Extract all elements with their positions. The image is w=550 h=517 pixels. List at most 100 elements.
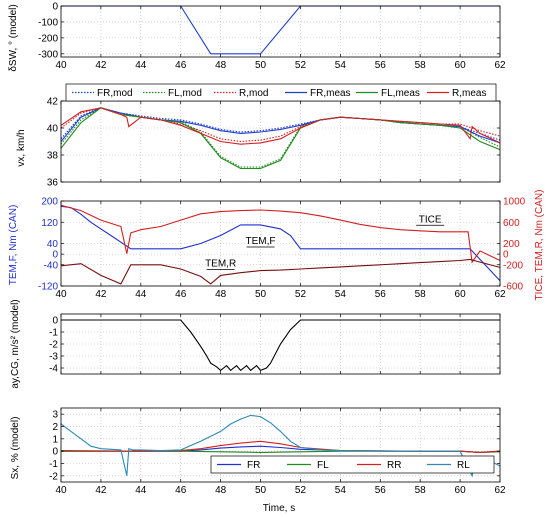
y-tick-label-right: -200 bbox=[503, 260, 523, 271]
y-tick-label: 0 bbox=[52, 316, 58, 327]
x-tick-label: 46 bbox=[175, 289, 187, 300]
x-tick-label: 56 bbox=[375, 485, 387, 496]
x-tick-label: 48 bbox=[215, 289, 227, 300]
panel1-ylabel: δSW, ° (model) bbox=[8, 4, 19, 71]
x-tick-label: 52 bbox=[295, 485, 307, 496]
panel-2: 36 38 40 42 bbox=[47, 97, 501, 189]
y-tick-label: 200 bbox=[41, 197, 58, 208]
plot-area bbox=[61, 6, 500, 57]
x-tick-label: 58 bbox=[415, 485, 427, 496]
legend-slip: FR FL RR RL bbox=[210, 455, 495, 474]
y-tick-label: 3 bbox=[52, 410, 58, 421]
annotation-label: TEM,R bbox=[205, 258, 236, 269]
panel3-ylabel-left: TEM,F, Nm (CAN) bbox=[8, 205, 19, 286]
legend-box bbox=[210, 455, 495, 474]
series-line-rl bbox=[60, 414, 501, 478]
y-tick-label: 36 bbox=[47, 178, 59, 189]
y-tick-label-right: 1000 bbox=[503, 197, 526, 208]
y-tick-label: 38 bbox=[47, 151, 59, 162]
x-tick-label: 50 bbox=[255, 289, 267, 300]
x-tick-label: 50 bbox=[255, 485, 267, 496]
legend-label: FR,mod bbox=[97, 88, 133, 99]
y-tick-label: -100 bbox=[38, 17, 58, 28]
legend-box bbox=[65, 83, 497, 102]
panel5-ylabel: Sx, % (model) bbox=[10, 417, 21, 480]
plot-frame bbox=[60, 407, 501, 483]
x-tick-label: 50 bbox=[255, 60, 267, 71]
y-tick-label: -3 bbox=[49, 352, 58, 363]
legend-label: FR bbox=[247, 460, 260, 471]
y-tick-label: -120 bbox=[38, 282, 58, 293]
x-tick-label: 42 bbox=[95, 60, 107, 71]
legend-label: FR,meas bbox=[310, 88, 351, 99]
y-tick-label: 2 bbox=[52, 422, 58, 433]
legend-label: R,mod bbox=[239, 88, 268, 99]
panel-5: -2-10 123 40 42 44 46 48 50 52 54 56 58 60 62 bbox=[49, 407, 506, 496]
y-tick-label-right: -600 bbox=[503, 282, 523, 293]
x-axis-label: Time, s bbox=[263, 503, 295, 514]
series-line-tice bbox=[60, 204, 501, 264]
y-tick-label: 0 bbox=[52, 250, 58, 261]
y-tick-label: 42 bbox=[47, 97, 59, 108]
y-tick-label: 0 bbox=[52, 2, 58, 13]
x-tick-label: 54 bbox=[335, 485, 347, 496]
y-tick-label: -40 bbox=[44, 260, 59, 271]
legend-label: RR bbox=[387, 460, 401, 471]
x-tick-label: 54 bbox=[335, 289, 347, 300]
x-tick-label: 58 bbox=[415, 60, 427, 71]
x-tick-label: 60 bbox=[455, 485, 467, 496]
panel-4: -4-3-2-10 bbox=[49, 313, 501, 375]
panel2-ylabel: vx, km/h bbox=[16, 129, 27, 166]
x-tick-label: 60 bbox=[455, 60, 467, 71]
y-tick-label: 120 bbox=[41, 218, 58, 229]
x-tick-label: 48 bbox=[215, 60, 227, 71]
y-tick-label-right: 200 bbox=[503, 239, 520, 250]
series-line-r-meas bbox=[60, 107, 501, 145]
x-tick-label: 46 bbox=[175, 485, 187, 496]
series-line-tem-r bbox=[60, 258, 501, 285]
x-tick-label: 62 bbox=[494, 289, 506, 300]
annotation-label: TEM,F bbox=[246, 236, 276, 247]
x-tick-label: 44 bbox=[135, 60, 147, 71]
annotation-label: TICE bbox=[419, 214, 442, 225]
x-tick-label: 52 bbox=[295, 289, 307, 300]
x-tick-label: 44 bbox=[135, 289, 147, 300]
x-tick-label: 56 bbox=[375, 60, 387, 71]
legend-label: FL,meas bbox=[381, 88, 420, 99]
y-tick-label: 0 bbox=[52, 447, 58, 458]
x-tick-label: 62 bbox=[494, 485, 506, 496]
x-tick-label: 56 bbox=[375, 289, 387, 300]
legend-label: R,meas bbox=[452, 88, 486, 99]
y-tick-label-right: 0 bbox=[503, 250, 509, 261]
x-tick-label: 54 bbox=[335, 60, 347, 71]
plot-area bbox=[61, 101, 500, 182]
y-tick-label: 40 bbox=[47, 124, 59, 135]
legend-speed: FR,mod FL,mod R,mod FR,meas FL,meas R,meas bbox=[65, 83, 497, 102]
y-tick-label: -4 bbox=[49, 364, 58, 375]
y-tick-label: -2 bbox=[49, 340, 58, 351]
panel4-ylabel: ay,CG, m/s² (model) bbox=[10, 299, 21, 388]
y-tick-label: -200 bbox=[38, 33, 58, 44]
y-tick-label-right: 600 bbox=[503, 218, 520, 229]
y-tick-label: 40 bbox=[47, 239, 59, 250]
x-tick-label: 40 bbox=[55, 289, 67, 300]
y-tick-label: -300 bbox=[38, 49, 58, 60]
x-tick-label: 42 bbox=[95, 485, 107, 496]
y-tick-label: 1 bbox=[52, 434, 58, 445]
series-line-tem-f bbox=[60, 205, 501, 282]
x-tick-label: 44 bbox=[135, 485, 147, 496]
y-tick-label: -2 bbox=[49, 471, 58, 482]
x-tick-label: 60 bbox=[455, 289, 467, 300]
series-line-fl-meas bbox=[60, 107, 501, 170]
x-tick-label: 62 bbox=[494, 60, 506, 71]
panel3-ylabel-right: TICE, TEM,R, Nm (CAN) bbox=[534, 190, 545, 301]
x-tick-label: 52 bbox=[295, 60, 307, 71]
x-tick-label: 48 bbox=[215, 485, 227, 496]
x-tick-label: 40 bbox=[55, 60, 67, 71]
series-line-4-0 bbox=[61, 319, 500, 372]
x-tick-label: 42 bbox=[95, 289, 107, 300]
